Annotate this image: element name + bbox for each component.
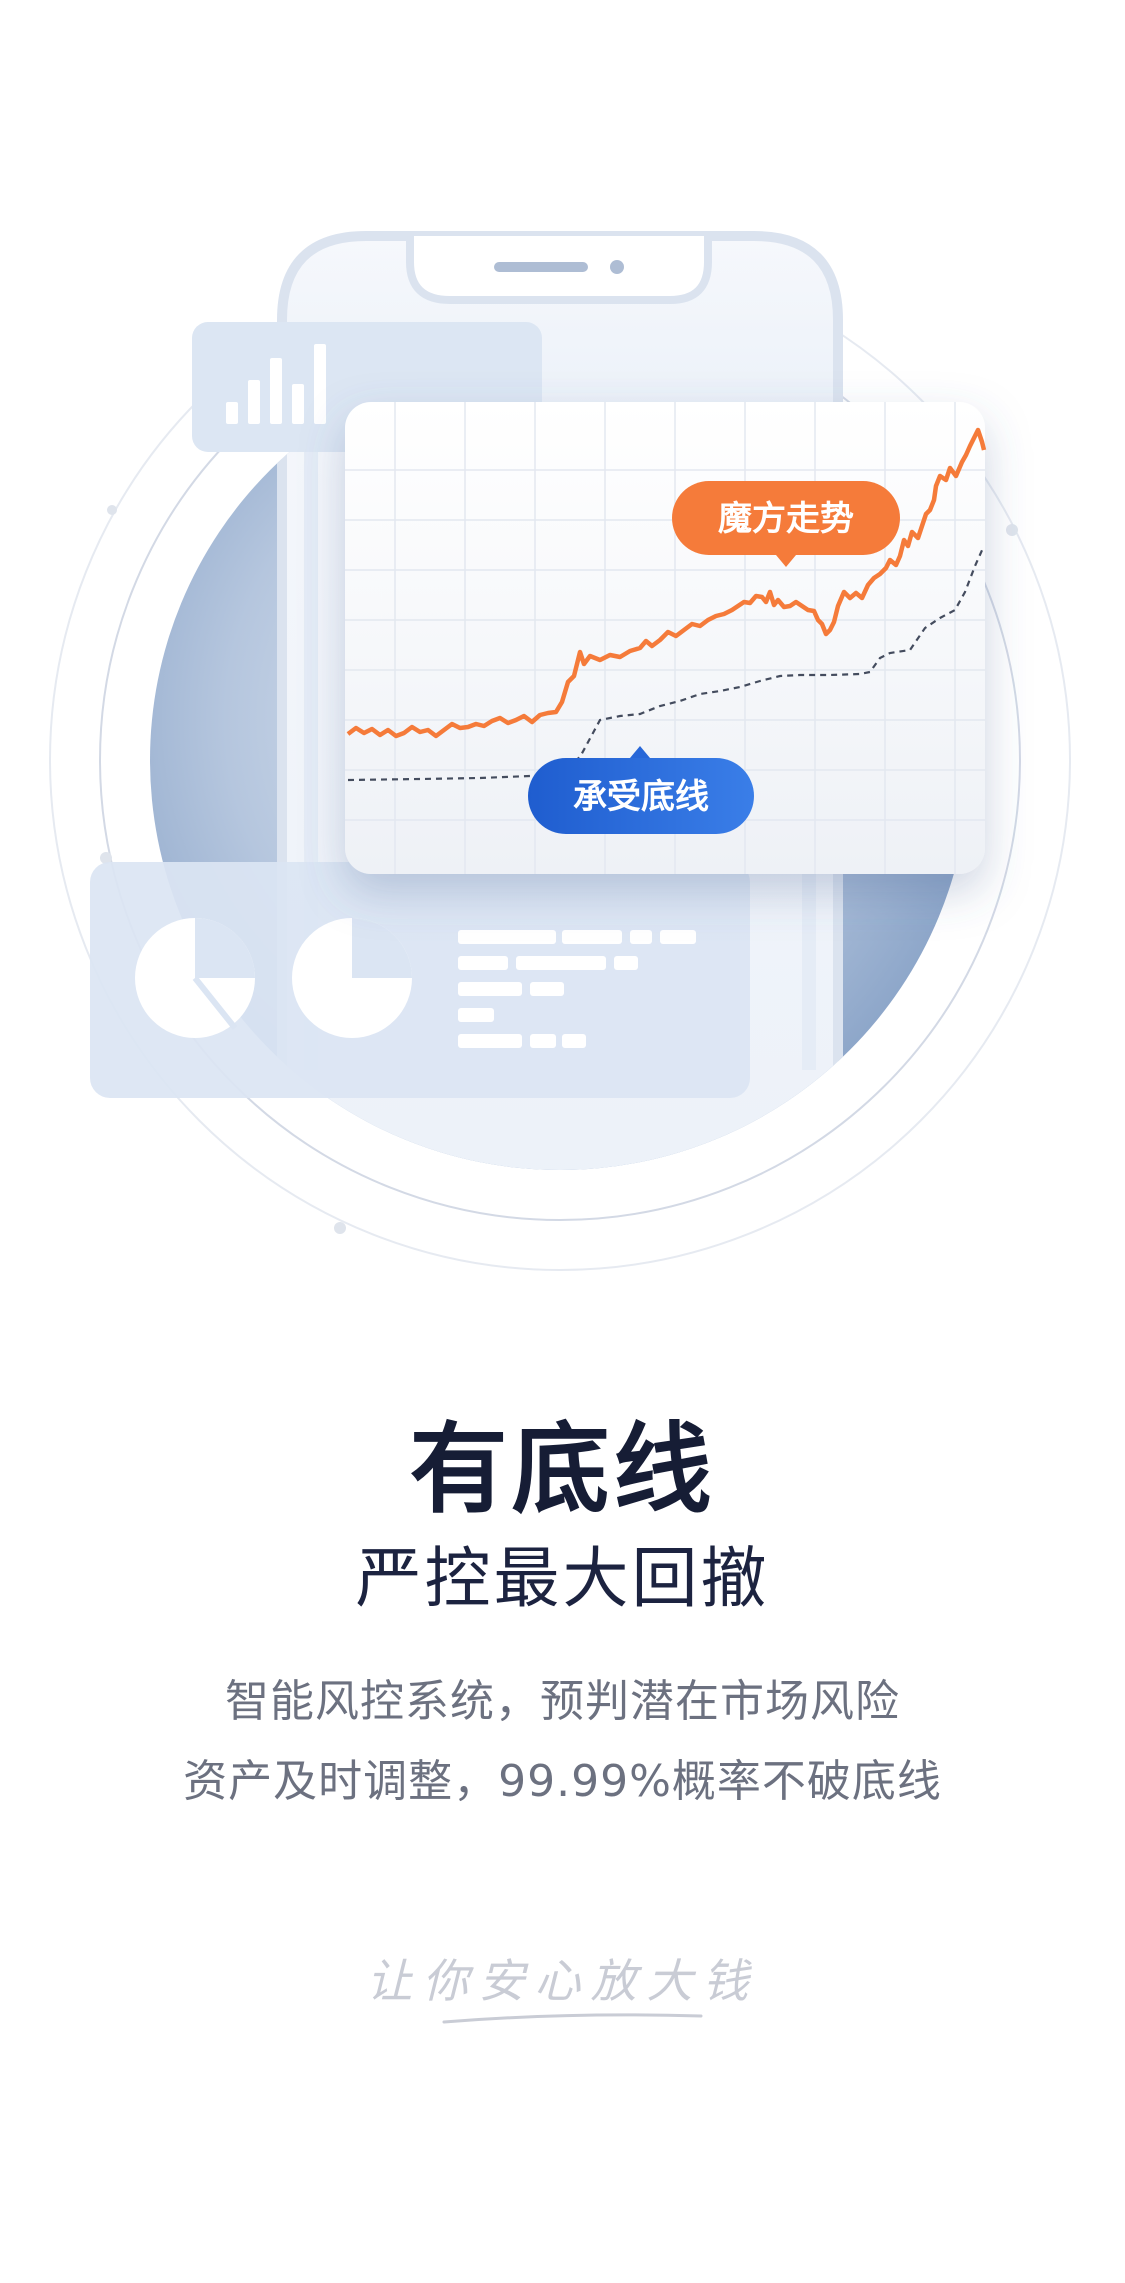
slogan: 让你安心放大钱 bbox=[366, 1954, 759, 2008]
description-line-2: 资产及时调整，99.99%概率不破底线 bbox=[183, 1756, 942, 1807]
hero-illustration: 魔方走势 承受底线 bbox=[49, 231, 1071, 1271]
svg-text:魔方走势: 魔方走势 bbox=[718, 499, 854, 539]
description-line-1: 智能风控系统，预判潜在市场风险 bbox=[225, 1676, 900, 1727]
badge-floor: 承受底线 bbox=[528, 746, 754, 834]
page-subtitle: 严控最大回撤 bbox=[355, 1540, 770, 1617]
svg-text:承受底线: 承受底线 bbox=[573, 777, 709, 817]
trend-line bbox=[346, 427, 987, 739]
floor-line bbox=[347, 547, 985, 782]
page-title: 有底线 bbox=[409, 1413, 716, 1527]
badge-trend: 魔方走势 bbox=[672, 481, 900, 567]
pie-chart-icon bbox=[90, 862, 750, 1098]
slogan-underline bbox=[442, 2013, 703, 2024]
